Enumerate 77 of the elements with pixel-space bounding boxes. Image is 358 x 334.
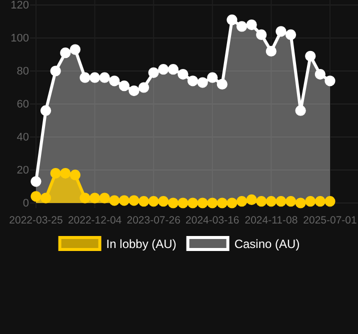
- x-tick-label: 2022-03-25: [9, 214, 64, 226]
- point: [118, 195, 130, 206]
- x-tick-label: 2023-07-26: [126, 214, 181, 226]
- point: [128, 86, 140, 96]
- point: [80, 192, 90, 204]
- point: [246, 20, 257, 30]
- point: [178, 69, 188, 80]
- point: [188, 76, 198, 86]
- point: [188, 198, 198, 208]
- point: [99, 192, 110, 204]
- point: [90, 192, 100, 204]
- point: [118, 80, 130, 92]
- y-tick-label: 80: [16, 66, 29, 78]
- point: [236, 196, 248, 207]
- point: [256, 29, 267, 40]
- point: [276, 196, 286, 207]
- point: [197, 198, 208, 208]
- point: [207, 72, 218, 83]
- point: [246, 194, 257, 205]
- point: [99, 72, 110, 83]
- point: [324, 76, 336, 86]
- point: [70, 170, 80, 180]
- point: [50, 66, 61, 76]
- point: [256, 196, 267, 207]
- point: [70, 44, 80, 55]
- point: [50, 168, 61, 179]
- point: [216, 78, 228, 90]
- point: [276, 26, 286, 37]
- point: [148, 67, 159, 78]
- point: [109, 195, 120, 206]
- point: [226, 14, 238, 26]
- point: [207, 198, 218, 208]
- point: [314, 196, 326, 207]
- y-tick-label: 0: [22, 198, 29, 210]
- x-tick-label: 2024-11-08: [244, 214, 298, 226]
- point: [286, 196, 296, 207]
- y-tick-label: 20: [16, 164, 29, 177]
- point: [30, 176, 42, 187]
- point: [60, 48, 71, 58]
- point: [266, 46, 276, 56]
- legend-label: Casino (AU): [234, 237, 300, 251]
- y-tick-label: 40: [16, 132, 29, 144]
- point: [60, 168, 71, 179]
- x-tick-label: 2024-03-16: [186, 214, 240, 226]
- point: [295, 105, 306, 116]
- point: [109, 76, 120, 86]
- point: [197, 77, 208, 88]
- y-tick-label: 120: [10, 0, 29, 12]
- point: [158, 64, 169, 75]
- point: [305, 196, 316, 207]
- x-tick-label: 2022-12-04: [68, 214, 122, 226]
- legend-label: In lobby (AU): [106, 237, 176, 251]
- point: [158, 196, 169, 207]
- point: [128, 195, 140, 206]
- y-tick-label: 100: [10, 32, 29, 45]
- point: [314, 69, 326, 80]
- point: [138, 196, 150, 207]
- point: [324, 196, 336, 207]
- point: [226, 198, 238, 208]
- point: [40, 192, 52, 204]
- point: [40, 105, 52, 116]
- point: [148, 196, 159, 207]
- point: [168, 198, 178, 208]
- point: [266, 196, 276, 207]
- point: [295, 198, 306, 208]
- y-tick-label: 60: [16, 98, 29, 111]
- x-tick-label: 2025-07-01: [303, 214, 358, 226]
- point: [80, 72, 90, 83]
- point: [90, 72, 100, 83]
- point: [236, 21, 248, 32]
- point: [216, 198, 228, 208]
- point: [30, 191, 42, 202]
- point: [138, 82, 150, 93]
- point: [178, 198, 188, 208]
- point: [168, 64, 178, 75]
- point: [286, 29, 296, 40]
- point: [305, 50, 316, 62]
